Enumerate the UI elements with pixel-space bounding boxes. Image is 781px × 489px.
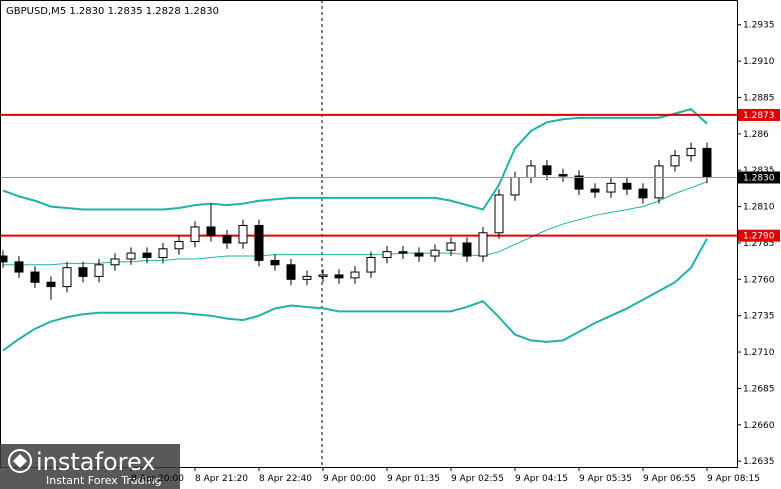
y-tick-label: 1.2885 [743,93,775,103]
candle-body [382,251,392,259]
price-label: 1.2830 [743,173,775,183]
watermark-logo [8,449,32,473]
y-tick-label: 1.2910 [743,57,775,67]
candle-body [110,258,120,266]
candle-body [222,235,232,244]
candle-body [126,252,136,260]
header-value: 1.2828 [146,6,181,17]
x-tick-label: 9 Apr 04:15 [515,474,568,484]
candle-body [686,147,696,157]
x-tick-label: 9 Apr 02:55 [451,474,504,484]
plot-frame [0,0,738,468]
y-tick-label: 1.2685 [743,384,775,394]
candle-body [542,165,552,176]
watermark-logo-mark [13,454,27,468]
candle-body [606,182,616,193]
candle-body [270,259,280,266]
candle-body [350,271,360,279]
candle-body [622,182,632,190]
candle-body [78,267,88,277]
price-tag [738,171,780,184]
candle-body [318,274,328,277]
candle-body [526,165,536,178]
candle-body [398,251,408,254]
x-tick-label: 8 Apr 22:40 [259,474,312,484]
y-tick-label: 1.2835 [743,166,775,176]
candle-body [238,224,248,244]
x-tick-label: 9 Apr 06:55 [643,474,696,484]
x-tick-label: 9 Apr 01:35 [387,474,440,484]
candle-body [430,249,440,257]
candle-body [206,226,216,237]
symbol: GBPUSD,M5 [6,6,66,17]
candle-body [158,248,168,259]
y-tick-label: 1.2660 [743,421,775,431]
candle-body [654,165,664,199]
x-tick-label: 8 Apr 21:20 [195,474,248,484]
candle-body [46,281,56,288]
y-tick-label: 1.2735 [743,312,775,322]
candle-body [302,275,312,280]
y-tick-label: 1.2785 [743,239,775,249]
y-tick-label: 1.2810 [743,203,775,213]
x-tick-label: 9 Apr 05:35 [579,474,632,484]
candle-body [558,174,568,177]
x-tick-label: 8 Apr 20:00 [131,474,184,484]
plot-area [0,108,737,352]
candle-body [174,241,184,250]
candle-body [574,175,584,190]
candle-body [0,255,8,263]
bollinger-band [2,108,708,211]
candle-body [446,242,456,251]
y-tick-label: 1.2935 [743,21,775,31]
y-tick-label: 1.2635 [743,457,775,467]
candle-body [30,271,40,283]
candle-body [334,274,344,279]
watermark-tagline: Instant Forex Trading [46,474,162,487]
level-tag [738,229,780,242]
watermark: instaforex Instant Forex Trading [0,444,180,489]
bollinger-band [3,181,708,266]
candle-body [190,226,200,243]
header-value: 1.2835 [108,6,143,17]
bollinger-band [2,238,708,352]
candle-body [590,188,600,193]
level-label: 1.2790 [743,232,775,242]
x-tick-label: 9 Apr 08:15 [707,474,760,484]
candle-body [510,176,520,196]
candle-body [670,155,680,167]
y-tick-label: 1.286 [743,130,769,140]
candle-body [254,224,264,261]
header-value: 1.2830 [184,6,219,17]
y-tick-label: 1.2710 [743,348,775,358]
candle-body [62,267,72,288]
chart-header: GBPUSD,M5 1.2830 1.2835 1.2828 1.2830 [6,6,219,17]
candle-body [414,252,424,257]
candle-body [286,264,296,280]
candle-body [142,252,152,259]
candle-body [94,264,104,277]
candle-body [494,194,504,234]
candle-body [478,232,488,257]
level-tag [738,108,780,121]
candle-body [638,188,648,199]
watermark-brand: instaforex [36,448,156,476]
candle-body [462,242,472,257]
y-tick-label: 1.2760 [743,275,775,285]
candle-body [702,147,712,178]
candle-body [14,261,24,273]
x-tick-label: 9 Apr 00:00 [323,474,376,484]
header-value: 1.2830 [69,6,104,17]
level-label: 1.2873 [743,111,775,121]
candle-body [366,257,376,273]
